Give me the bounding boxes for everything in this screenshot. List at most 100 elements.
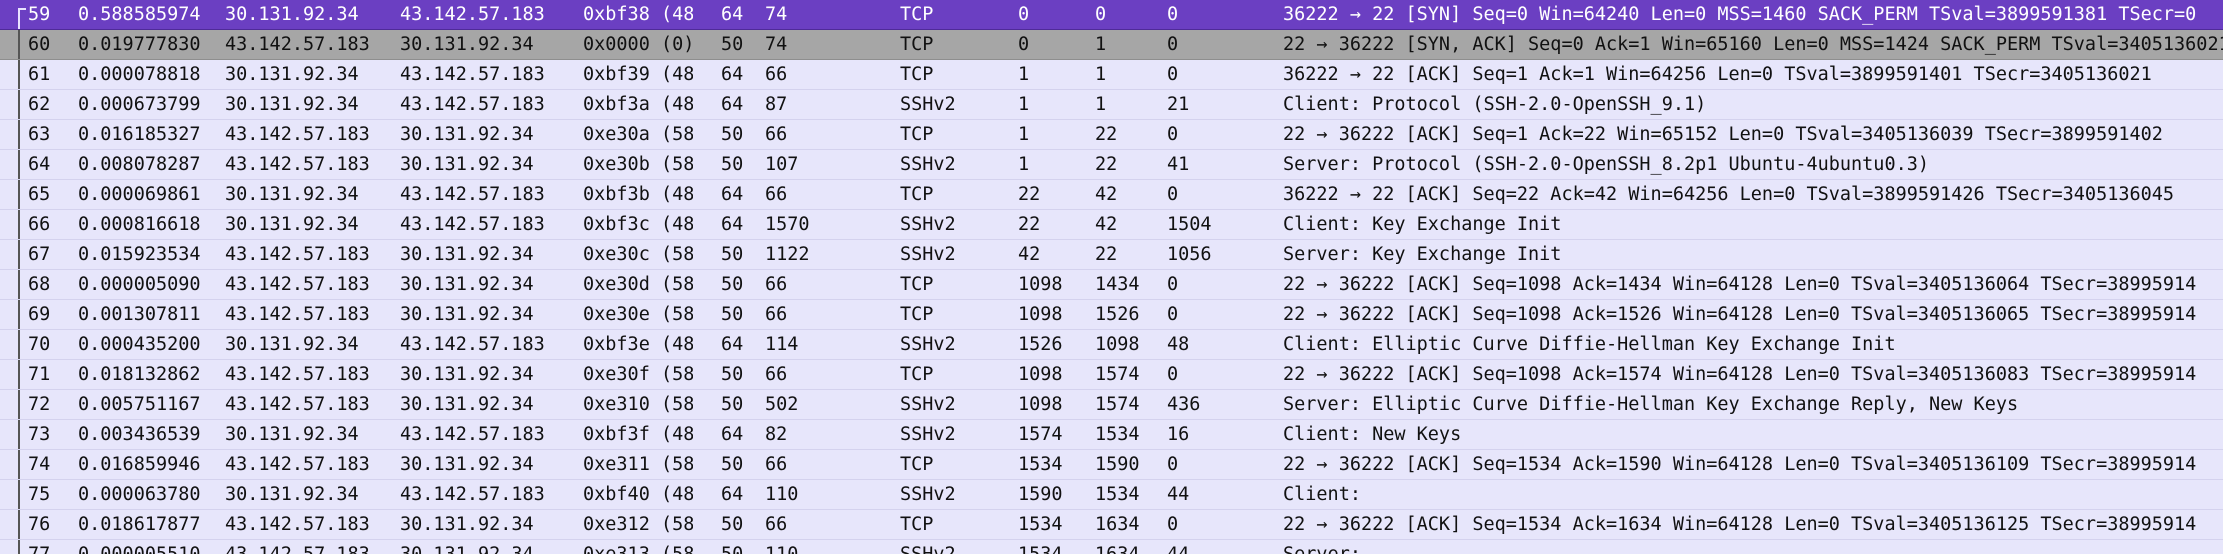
packet-number: 68 <box>28 274 51 295</box>
packet-time: 0.018132862 <box>78 364 201 385</box>
packet-seq: 1098 <box>1018 394 1063 415</box>
packet-protocol: SSHv2 <box>900 540 1010 554</box>
packet-length: 66 <box>765 304 788 325</box>
packet-protocol: SSHv2 <box>900 424 956 445</box>
packet-seq: 1574 <box>1018 424 1063 445</box>
packet-seq: 1098 <box>1018 364 1063 385</box>
packet-destination: 43.142.57.183 <box>400 484 545 505</box>
packet-ack: 1534 <box>1095 484 1140 505</box>
packet-row[interactable]: 69 0.001307811 43.142.57.183 30.131.92.34 0x… <box>0 300 2223 330</box>
packet-row[interactable]: 71 0.018132862 43.142.57.183 30.131.92.34 0x… <box>0 360 2223 390</box>
packet-ip-id: 0xbf3f (48… <box>583 424 693 445</box>
conversation-tree-line <box>18 420 20 449</box>
packet-row[interactable]: 62 0.000673799 30.131.92.34 43.142.57.183 0x… <box>0 90 2223 120</box>
conversation-tree-line <box>18 390 20 419</box>
packet-length: 110 <box>765 484 799 505</box>
packet-row[interactable]: 59 0.588585974 30.131.92.34 43.142.57.183 0x… <box>0 0 2223 30</box>
packet-ip-id: 0xbf3c (48… <box>583 214 693 235</box>
packet-row[interactable]: 63 0.016185327 43.142.57.183 30.131.92.34 0x… <box>0 120 2223 150</box>
packet-row[interactable]: 66 0.000816618 30.131.92.34 43.142.57.183 0x… <box>0 210 2223 240</box>
packet-row[interactable]: 75 0.000063780 30.131.92.34 43.142.57.183 0x… <box>0 480 2223 510</box>
packet-source: 30.131.92.34 <box>225 64 359 85</box>
packet-length: 66 <box>765 454 788 475</box>
packet-seq: 42 <box>1018 244 1041 265</box>
packet-destination: 43.142.57.183 <box>400 424 545 445</box>
packet-info: 22 → 36222 [ACK] Seq=1098 Ack=1526 Win=6… <box>1283 304 2197 325</box>
packet-payload-length: 0 <box>1167 364 1179 385</box>
packet-number: 66 <box>28 214 51 235</box>
packet-info: Client: <box>1283 484 1361 505</box>
packet-row[interactable]: 60 0.019777830 43.142.57.183 30.131.92.34 0x… <box>0 30 2223 60</box>
packet-time: 0.000005090 <box>78 274 201 295</box>
packet-row[interactable]: 77 0.000005510 43.142.57.183 30.131.92.34 0x… <box>0 540 2223 554</box>
packet-row[interactable]: 65 0.000069861 30.131.92.34 43.142.57.183 0x… <box>0 180 2223 210</box>
packet-info: Server: Key Exchange Init <box>1283 244 1562 265</box>
packet-row[interactable]: 67 0.015923534 43.142.57.183 30.131.92.34 0x… <box>0 240 2223 270</box>
packet-row[interactable]: 64 0.008078287 43.142.57.183 30.131.92.34 0x… <box>0 150 2223 180</box>
packet-destination: 30.131.92.34 <box>400 394 534 415</box>
packet-ack: 1 <box>1095 34 1107 55</box>
packet-info: 22 → 36222 [SYN, ACK] Seq=0 Ack=1 Win=65… <box>1283 34 2223 55</box>
packet-payload-length: 21 <box>1167 94 1190 115</box>
packet-ack: 22 <box>1095 154 1118 175</box>
packet-length: 107 <box>765 154 799 175</box>
packet-number: 70 <box>28 334 51 355</box>
conversation-tree-line <box>18 8 20 29</box>
packet-protocol: TCP <box>900 454 934 475</box>
packet-number: 64 <box>28 154 51 175</box>
packet-info: 36222 → 22 [ACK] Seq=1 Ack=1 Win=64256 L… <box>1283 64 2152 85</box>
conversation-tree-line <box>18 480 20 509</box>
packet-length: 114 <box>765 334 799 355</box>
conversation-tree-line <box>18 360 20 389</box>
packet-ack: 1526 <box>1095 304 1140 325</box>
packet-source: 43.142.57.183 <box>225 514 370 535</box>
packet-length: 66 <box>765 64 788 85</box>
packet-length: 66 <box>765 124 788 145</box>
packet-ip-id: 0xbf38 (48… <box>583 4 693 25</box>
packet-row[interactable]: 70 0.000435200 30.131.92.34 43.142.57.183 0x… <box>0 330 2223 360</box>
packet-protocol: SSHv2 <box>900 244 956 265</box>
packet-ttl: 64 <box>721 64 744 85</box>
conversation-tree-line <box>18 330 20 359</box>
packet-seq: 1 <box>1018 94 1030 115</box>
packet-protocol: TCP <box>900 304 934 325</box>
packet-row[interactable]: 72 0.005751167 43.142.57.183 30.131.92.34 0x… <box>0 390 2223 420</box>
packet-payload-length: 0 <box>1167 184 1179 205</box>
packet-ttl: 64 <box>721 94 744 115</box>
packet-info: Client: New Keys <box>1283 424 1462 445</box>
packet-protocol: TCP <box>900 124 934 145</box>
packet-destination: 43.142.57.183 <box>400 94 545 115</box>
packet-seq: 1534 <box>1018 540 1088 554</box>
packet-length: 66 <box>765 274 788 295</box>
packet-source: 43.142.57.183 <box>225 274 370 295</box>
packet-payload-length: 0 <box>1167 4 1179 25</box>
packet-seq: 1526 <box>1018 334 1063 355</box>
packet-ack: 1590 <box>1095 454 1140 475</box>
packet-payload-length: 0 <box>1167 124 1179 145</box>
packet-ttl: 50 <box>721 154 744 175</box>
packet-row[interactable]: 73 0.003436539 30.131.92.34 43.142.57.183 0x… <box>0 420 2223 450</box>
packet-time: 0.018617877 <box>78 514 201 535</box>
packet-row[interactable]: 74 0.016859946 43.142.57.183 30.131.92.34 0x… <box>0 450 2223 480</box>
conversation-tree-line <box>18 240 20 269</box>
packet-destination: 43.142.57.183 <box>400 64 545 85</box>
packet-time: 0.000435200 <box>78 334 201 355</box>
packet-ttl: 50 <box>721 124 744 145</box>
packet-time: 0.000005510 <box>78 540 218 554</box>
packet-source: 43.142.57.183 <box>225 364 370 385</box>
packet-number: 62 <box>28 94 51 115</box>
packet-number: 71 <box>28 364 51 385</box>
packet-row[interactable]: 61 0.000078818 30.131.92.34 43.142.57.183 0x… <box>0 60 2223 90</box>
packet-seq: 1534 <box>1018 454 1063 475</box>
packet-row[interactable]: 76 0.018617877 43.142.57.183 30.131.92.34 0x… <box>0 510 2223 540</box>
packet-payload-length: 41 <box>1167 154 1190 175</box>
conversation-tree-line <box>18 270 20 299</box>
packet-ttl: 50 <box>721 364 744 385</box>
packet-row[interactable]: 68 0.000005090 43.142.57.183 30.131.92.34 0x… <box>0 270 2223 300</box>
packet-payload-length: 0 <box>1167 514 1179 535</box>
packet-time: 0.001307811 <box>78 304 201 325</box>
packet-ip-id: 0xbf3a (48… <box>583 94 693 115</box>
packet-ip-id: 0xbf40 (48… <box>583 484 693 505</box>
packet-length: 66 <box>765 364 788 385</box>
